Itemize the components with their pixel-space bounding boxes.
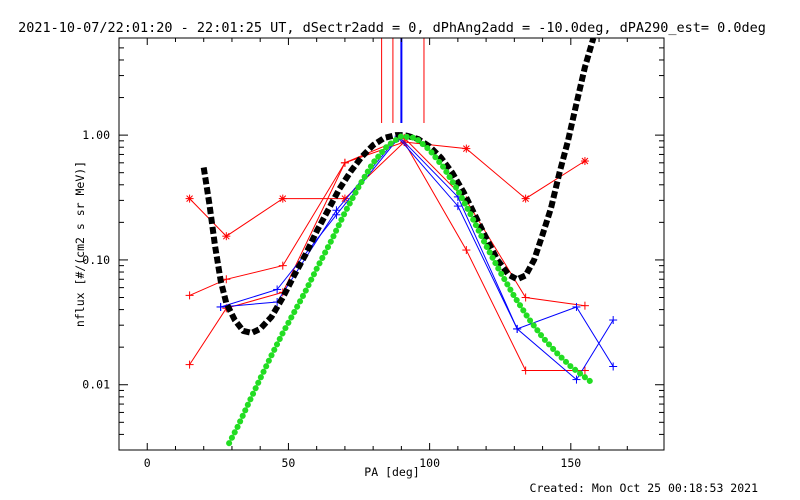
y-tick-label: 1.00 — [82, 128, 110, 142]
data-point — [572, 375, 581, 384]
chart-title: 2021-10-07/22:01:20 - 22:01:25 UT, dSect… — [18, 20, 766, 36]
data-point — [462, 246, 471, 255]
data-point — [278, 194, 287, 203]
y-axis-label: nflux [#/(cm2 s sr MeV)] — [73, 161, 87, 327]
series-line — [189, 141, 585, 371]
data-point — [453, 202, 462, 211]
x-tick-label: 50 — [282, 456, 296, 470]
green-fit-curve — [226, 133, 597, 447]
y-axis-ticks: 0.01 0.10 1.00 — [82, 37, 664, 451]
data-point — [513, 324, 522, 333]
data-point — [185, 194, 194, 203]
data-point — [609, 362, 618, 371]
point-mark — [186, 195, 193, 202]
series-curves — [185, 38, 618, 447]
footer-timestamp: Created: Mon Oct 25 00:18:53 2021 — [530, 481, 759, 495]
data-point — [580, 157, 589, 166]
data-point — [216, 302, 225, 311]
data-point — [521, 366, 530, 375]
point-mark — [279, 195, 287, 202]
data-point — [222, 232, 231, 241]
x-axis-ticks: 0 50 100 150 — [144, 38, 628, 470]
point-mark — [581, 157, 589, 165]
data-point — [273, 285, 282, 294]
data-point — [185, 291, 194, 300]
data-point — [609, 316, 618, 325]
point-mark — [462, 145, 470, 152]
x-tick-label: 100 — [419, 456, 440, 470]
plot-frame — [118, 37, 665, 451]
data-point — [521, 194, 530, 203]
vertical-markers — [381, 38, 425, 123]
data-point — [462, 144, 471, 153]
data-point — [580, 301, 589, 310]
y-tick-label: 0.10 — [82, 253, 110, 267]
data-point — [340, 194, 349, 203]
data-point — [278, 261, 287, 270]
x-tick-label: 0 — [144, 456, 151, 470]
point-mark — [222, 232, 230, 240]
x-axis-label: PA [deg] — [364, 465, 419, 479]
x-tick-label: 150 — [560, 456, 581, 470]
data-point — [185, 360, 194, 369]
data-point — [572, 302, 581, 311]
series-line — [220, 135, 614, 367]
black-fit-curve — [200, 38, 597, 336]
data-point — [332, 206, 341, 215]
data-point — [521, 293, 530, 302]
series-line — [189, 141, 586, 237]
series-line — [220, 137, 614, 381]
point-mark — [522, 195, 529, 202]
point-mark — [341, 195, 349, 202]
data-point — [340, 158, 349, 167]
y-tick-label: 0.01 — [82, 378, 110, 392]
data-point — [222, 275, 231, 284]
